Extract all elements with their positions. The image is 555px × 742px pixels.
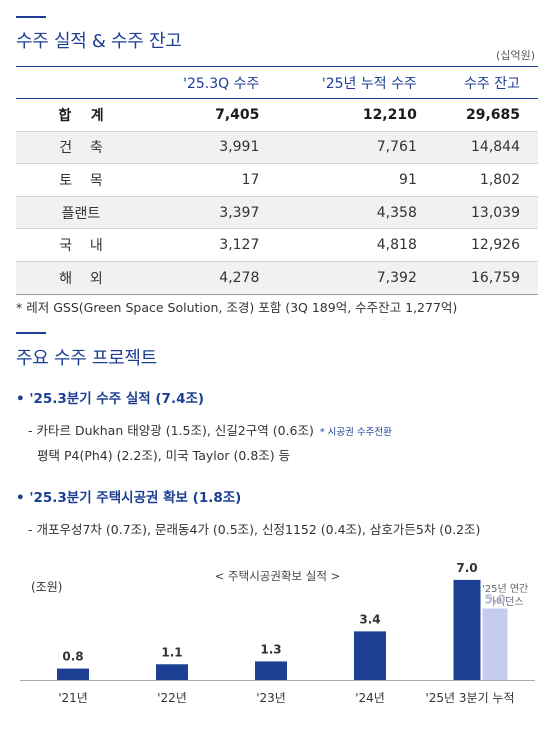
chart-tick-label: '24년 (355, 691, 385, 705)
table-cell: 3,991 (146, 131, 278, 165)
row-label: 국 내 (16, 228, 146, 262)
row-label: 토 목 (16, 163, 146, 197)
chart-data-label: 7.0 (456, 561, 477, 575)
chart-tick-label: '22년 (157, 691, 187, 705)
bullet1-line1: - 카타르 Dukhan 태양광 (1.5조), 신길2구역 (0.6조) * 시… (28, 420, 392, 439)
table-row: 플랜트 3,397 4,358 13,039 (16, 196, 538, 230)
section1-title: 수주 실적 & 수주 잔고 (16, 31, 182, 52)
bullet1-line1-text: - 카타르 Dukhan 태양광 (1.5조), 신길2구역 (0.6조) (28, 423, 314, 438)
table-row: 해 외 4,278 7,392 16,759 (16, 261, 538, 295)
chart-bar (354, 631, 386, 680)
table-cell: 29,685 (434, 98, 538, 132)
table-cell: 7,761 (277, 131, 435, 165)
row-label: 해 외 (16, 261, 146, 295)
table-cell: 4,278 (146, 261, 278, 295)
section2-title: 주요 수주 프로젝트 (16, 348, 157, 369)
chart-tick-label: '25년 3분기 누적 (425, 691, 514, 705)
table-header-cumulative: '25년 누적 수주 (277, 66, 435, 99)
housing-chart: 0.8 '21년 1.1 '22년 1.3 '23년 3.4 '24년 7.0 '25년 3분기 … (20, 561, 535, 705)
chart-data-label: 3.4 (359, 612, 380, 626)
section1-accent-line (16, 16, 46, 18)
table-cell: 3,397 (146, 196, 278, 230)
bullet2-heading: • '25.3분기 주택시공권 확보 (1.8조) (16, 490, 242, 506)
unit-label: (십억원) (496, 49, 535, 62)
table-cell: 7,405 (146, 98, 278, 132)
bullet1-line2: 평택 P4(Ph4) (2.2조), 미국 Taylor (0.8조) 등 (37, 448, 291, 463)
table-header-corner (16, 66, 146, 99)
table-row: 국 내 3,127 4,818 12,926 (16, 228, 538, 262)
chart-bar (255, 661, 287, 680)
section2-accent-line (16, 332, 46, 334)
bullet1-heading: • '25.3분기 수주 실적 (7.4조) (16, 391, 205, 407)
order-table: '25.3Q 수주 '25년 누적 수주 수주 잔고 합 계 7,405 12,… (16, 66, 538, 295)
chart-bar (453, 579, 481, 680)
chart-bar (156, 664, 188, 680)
row-label: 건 축 (16, 131, 146, 165)
chart-data-label: 1.1 (161, 645, 182, 659)
table-cell: 3,127 (146, 228, 278, 262)
table-cell: 17 (146, 163, 278, 197)
chart-guidance-data-label: 5.0 (484, 593, 505, 607)
table-cell: 1,802 (434, 163, 538, 197)
table-header-backlog: 수주 잔고 (434, 66, 538, 99)
guidance-label: '25년 연간 가이던스 (482, 584, 529, 608)
table-cell: 91 (277, 163, 435, 197)
chart-data-label: 1.3 (260, 642, 281, 656)
chart-bar (57, 668, 89, 680)
table-row-total: 합 계 7,405 12,210 29,685 (16, 98, 538, 132)
row-label: 합 계 (16, 98, 146, 132)
chart-guidance-bar (482, 608, 508, 680)
table-cell: 4,358 (277, 196, 435, 230)
table-row: 토 목 17 91 1,802 (16, 163, 538, 197)
table-cell: 7,392 (277, 261, 435, 295)
table-footnote: * 레저 GSS(Green Space Solution, 조경) 포함 (3… (16, 300, 458, 315)
conversion-note: * 시공권 수주전환 (319, 427, 392, 438)
row-label: 플랜트 (16, 196, 146, 230)
chart-tick-label: '23년 (256, 691, 286, 705)
chart-title: < 주택시공권확보 실적 > (214, 569, 341, 583)
chart-unit-label: (조원) (31, 580, 63, 594)
bullet2-line1: - 개포우성7차 (0.7조), 문래동4가 (0.5조), 신정1152 (0… (28, 522, 481, 537)
table-row: 건 축 3,991 7,761 14,844 (16, 131, 538, 165)
table-cell: 4,818 (277, 228, 435, 262)
table-cell: 16,759 (434, 261, 538, 295)
table-cell: 12,210 (277, 98, 435, 132)
table-cell: 12,926 (434, 228, 538, 262)
table-header-q3: '25.3Q 수주 (146, 66, 278, 99)
table-cell: 14,844 (434, 131, 538, 165)
table-cell: 13,039 (434, 196, 538, 230)
table-header-row: '25.3Q 수주 '25년 누적 수주 수주 잔고 (16, 66, 538, 99)
chart-tick-label: '21년 (58, 691, 88, 705)
chart-data-label: 0.8 (62, 650, 83, 664)
